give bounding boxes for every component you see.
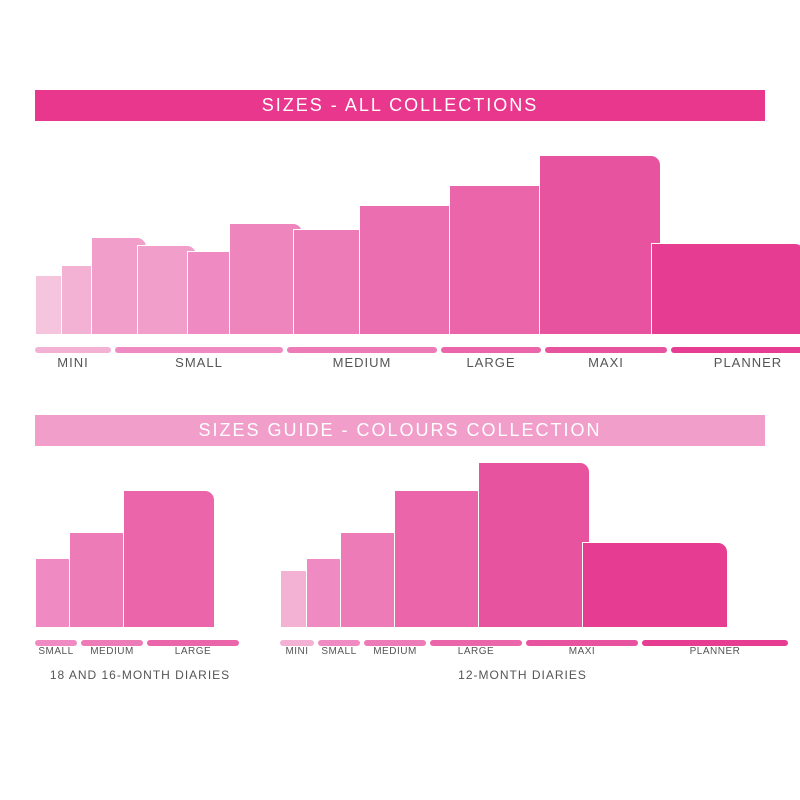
- size-book: [229, 223, 303, 335]
- section2-header: SIZES GUIDE - COLOURS COLLECTION: [35, 415, 765, 446]
- size-book: [293, 229, 369, 335]
- size-book: [478, 462, 590, 628]
- size-book: [340, 532, 402, 628]
- size-book: [69, 532, 131, 628]
- size-label: PLANNER: [671, 355, 800, 370]
- size-label: MAXI: [526, 646, 638, 657]
- size-book: [359, 205, 459, 335]
- size-label: MEDIUM: [364, 646, 426, 657]
- underline-segment: [441, 347, 541, 353]
- underline-segment: [671, 347, 800, 353]
- size-book: [539, 155, 661, 335]
- size-label: MEDIUM: [287, 355, 437, 370]
- size-book: [582, 542, 728, 628]
- size-book: [123, 490, 215, 628]
- section1-header: SIZES - ALL COLLECTIONS: [35, 90, 765, 121]
- size-label: MINI: [35, 355, 111, 370]
- section1-underlines: [35, 341, 765, 347]
- underline-segment: [115, 347, 283, 353]
- section2-right-labels: MINISMALLMEDIUMLARGEMAXIPLANNER: [280, 646, 765, 660]
- underline-segment: [35, 347, 111, 353]
- size-book: [449, 185, 549, 335]
- size-label: MEDIUM: [81, 646, 143, 657]
- section2-right-underlines: [280, 634, 765, 640]
- section1-chart: [35, 135, 765, 335]
- size-label: MINI: [280, 646, 314, 657]
- size-label: MAXI: [545, 355, 667, 370]
- size-book: [651, 243, 800, 335]
- size-label: SMALL: [318, 646, 360, 657]
- section2-left-labels: SMALL MEDIUM LARGE: [35, 646, 245, 660]
- section1-labels: MINISMALLMEDIUMLARGEMAXIPLANNER: [35, 355, 765, 375]
- section2-left-chart: [35, 458, 245, 628]
- size-label: LARGE: [430, 646, 522, 657]
- section2-left-underlines: [35, 634, 245, 640]
- size-book: [394, 490, 486, 628]
- size-label: LARGE: [441, 355, 541, 370]
- size-label: PLANNER: [642, 646, 788, 657]
- section2-right-subtitle: 12-MONTH DIARIES: [280, 668, 765, 682]
- underline-segment: [287, 347, 437, 353]
- section2-right-chart: [280, 458, 765, 628]
- size-label: SMALL: [115, 355, 283, 370]
- section2-left-subtitle: 18 AND 16-MONTH DIARIES: [35, 668, 245, 682]
- size-label: LARGE: [147, 646, 239, 657]
- size-label: SMALL: [35, 646, 77, 657]
- underline-segment: [545, 347, 667, 353]
